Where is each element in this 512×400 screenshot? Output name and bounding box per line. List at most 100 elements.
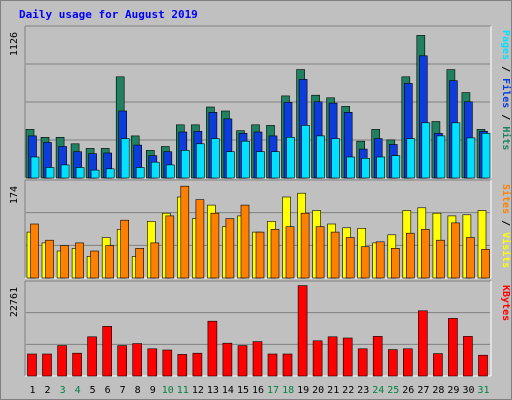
day-label: 23 <box>357 385 369 396</box>
day-label: 26 <box>402 385 414 396</box>
bar-pages <box>436 135 446 179</box>
bar-kbytes <box>342 337 353 377</box>
axis-legend: Sites / Visits <box>500 184 512 268</box>
bar-pages <box>271 151 280 179</box>
day-label: 29 <box>447 385 459 396</box>
bar-pages <box>451 122 461 179</box>
bar-kbytes <box>57 345 67 377</box>
bar-kbytes <box>222 342 233 377</box>
day-label: 9 <box>150 385 156 396</box>
bar-sites <box>390 248 400 279</box>
day-label: 28 <box>432 385 444 396</box>
panel-kbytes: 22761 KBytes <box>9 280 511 377</box>
bar-kbytes <box>177 354 188 377</box>
axis-legend: KBytes <box>500 285 511 321</box>
bar-sites <box>360 246 370 279</box>
bar-sites <box>75 242 84 279</box>
bar-kbytes <box>27 353 37 377</box>
bar-sites <box>45 239 54 279</box>
day-label: 12 <box>192 385 204 396</box>
day-label: 11 <box>177 385 189 396</box>
bar-kbytes <box>147 348 158 377</box>
legend-kbytes: KBytes <box>500 285 511 321</box>
bar-sites <box>210 212 220 279</box>
bar-kbytes <box>327 336 338 377</box>
legend-visits: Visits <box>500 232 512 268</box>
bar-pages <box>391 155 401 179</box>
bar-kbytes <box>42 353 52 377</box>
bar-sites <box>135 248 144 279</box>
bar-pages <box>406 138 416 179</box>
day-label: 31 <box>477 385 489 396</box>
bar-pages <box>481 133 491 179</box>
day-label: 3 <box>60 385 66 396</box>
bar-kbytes <box>402 348 413 377</box>
bar-kbytes <box>132 343 142 377</box>
bar-kbytes <box>117 345 127 377</box>
bar-pages <box>421 122 431 179</box>
day-label: 8 <box>135 385 141 396</box>
bar-sites <box>300 212 310 279</box>
bar-sites <box>405 232 415 279</box>
day-label: 30 <box>462 385 474 396</box>
bar-kbytes <box>433 353 443 377</box>
day-label: 4 <box>75 385 81 396</box>
bar-sites <box>375 241 385 279</box>
legend-separator: / <box>500 60 511 78</box>
bar-pages <box>60 164 70 179</box>
bar-pages <box>181 150 190 179</box>
legend-pages: Pages <box>500 30 511 60</box>
bar-pages <box>105 168 115 179</box>
day-label: 20 <box>312 385 324 396</box>
bar-pages <box>331 138 340 179</box>
panel-visits-sites: 174 Sites / Visits <box>9 179 512 279</box>
bar-pages <box>376 156 386 179</box>
bar-sites <box>481 249 490 279</box>
day-label: 22 <box>342 385 354 396</box>
bar-kbytes <box>282 353 293 377</box>
bar-pages <box>316 135 325 179</box>
panel-hits-files-pages: 1126 Pages / Files / Hits <box>9 25 512 179</box>
day-label: 25 <box>387 385 399 396</box>
bar-sites <box>225 218 235 279</box>
bar-pages <box>30 156 40 179</box>
bar-sites <box>30 223 39 279</box>
bar-pages <box>226 151 235 179</box>
bar-sites <box>195 199 205 279</box>
bar-pages <box>211 138 220 179</box>
day-label: 13 <box>207 385 219 396</box>
ymax-label: 174 <box>9 186 20 204</box>
bar-kbytes <box>252 341 263 377</box>
bar-sites <box>120 219 129 279</box>
bar-pages <box>135 167 145 179</box>
bar-pages <box>45 167 55 179</box>
bar-pages <box>196 143 205 179</box>
bar-pages <box>151 161 160 179</box>
chart-title: Daily usage for August 2019 <box>19 8 198 21</box>
ymax-label: 22761 <box>9 287 20 317</box>
day-label: 1 <box>29 385 35 396</box>
bar-pages <box>286 137 295 179</box>
bar-sites <box>105 245 114 279</box>
bar-sites <box>60 245 69 279</box>
day-label: 7 <box>120 385 126 396</box>
legend-separator: / <box>500 214 511 232</box>
bar-pages <box>346 156 356 179</box>
day-label: 14 <box>222 385 234 396</box>
bar-sites <box>255 231 265 279</box>
bar-sites <box>150 242 160 279</box>
day-label: 21 <box>327 385 339 396</box>
bar-sites <box>330 231 340 279</box>
day-label: 19 <box>297 385 309 396</box>
day-label: 17 <box>267 385 279 396</box>
bar-pages <box>90 169 100 179</box>
legend-hits: Hits <box>500 126 512 150</box>
bar-kbytes <box>162 349 173 377</box>
axis-legend: Pages / Files / Hits <box>500 30 512 150</box>
day-label: 6 <box>105 385 111 396</box>
bar-kbytes <box>478 354 488 377</box>
bar-kbytes <box>463 336 473 377</box>
bar-kbytes <box>102 326 112 377</box>
bar-sites <box>420 229 430 279</box>
